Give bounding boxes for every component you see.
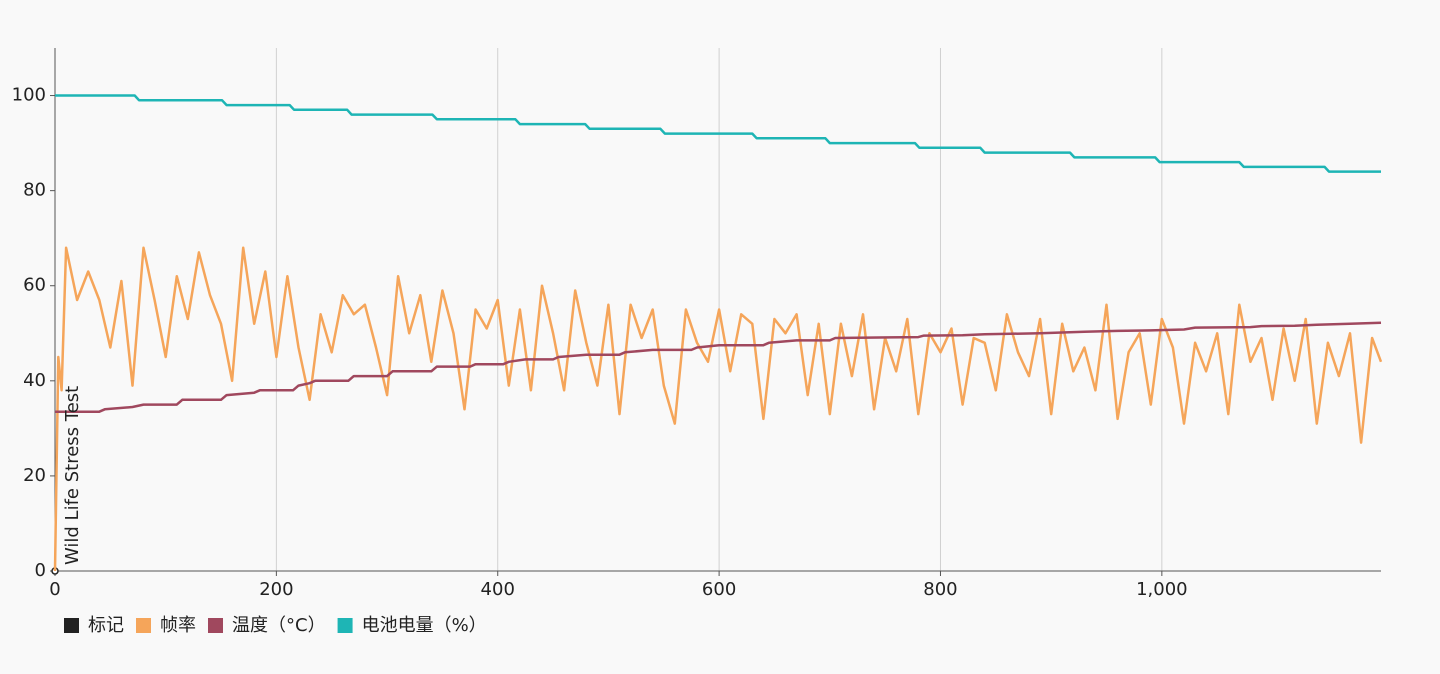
x-tick-label: 400 bbox=[481, 579, 515, 600]
series-line bbox=[55, 321, 1382, 413]
y-tick-label: 80 bbox=[23, 180, 46, 201]
legend: 标记 帧率 温度（°C） 电池电量（%） bbox=[64, 615, 487, 636]
y-tick-label: 60 bbox=[23, 275, 46, 296]
x-tick-label: 1,000 bbox=[1136, 579, 1188, 600]
y-tick-label: 100 bbox=[12, 85, 46, 106]
y-tick-label: 0 bbox=[35, 560, 46, 581]
legend-label: 温度（°C） bbox=[232, 615, 326, 636]
legend-label: 标记 bbox=[88, 615, 124, 636]
legend-label: 帧率 bbox=[160, 615, 196, 636]
legend-swatch bbox=[208, 618, 223, 633]
x-tick-label: 200 bbox=[259, 579, 293, 600]
x-tick-label: 800 bbox=[923, 579, 957, 600]
legend-label: 电池电量（%） bbox=[362, 615, 487, 636]
x-tick-label: 600 bbox=[702, 579, 736, 600]
x-tick-label: 0 bbox=[49, 579, 60, 600]
legend-swatch bbox=[64, 618, 79, 633]
series-line bbox=[55, 94, 1381, 173]
legend-swatch bbox=[337, 618, 353, 633]
y-tick-label: 40 bbox=[23, 370, 46, 391]
y-tick-label: 20 bbox=[23, 465, 46, 486]
series-line bbox=[53, 246, 1383, 572]
annotation: Wild Life Stress Test bbox=[62, 386, 83, 565]
legend-swatch bbox=[136, 618, 151, 633]
